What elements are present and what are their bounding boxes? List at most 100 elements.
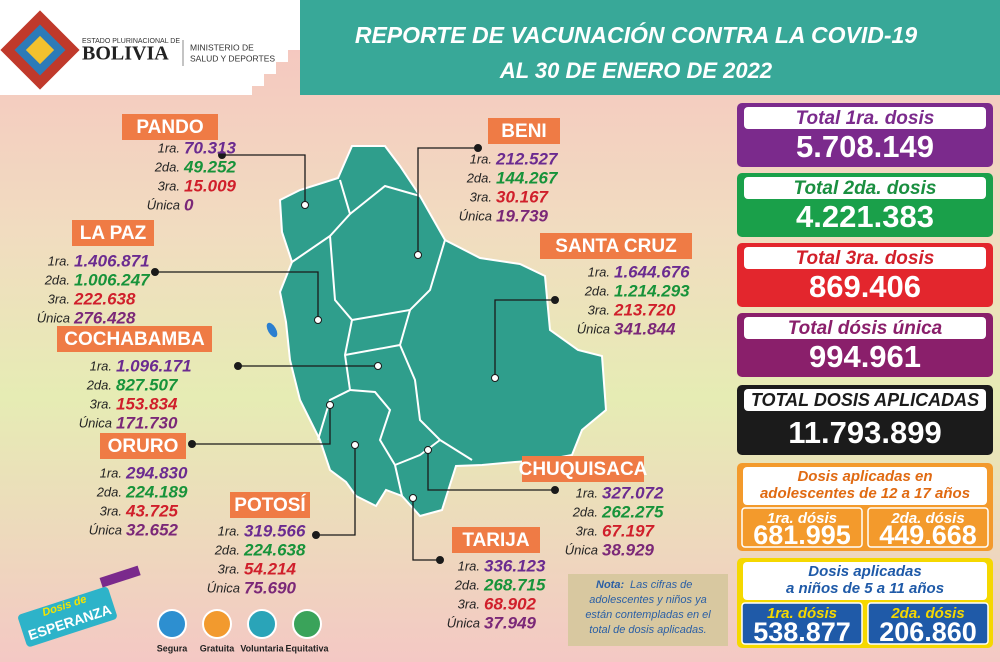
- connector: [412, 498, 440, 561]
- connector-dot: [188, 440, 196, 448]
- connector-dot: [491, 374, 499, 382]
- dose-label: 2da.: [96, 484, 122, 499]
- children-dose-value: 538.877: [753, 617, 851, 647]
- dose-label: 2da.: [572, 504, 598, 519]
- dose-value: 213.720: [613, 300, 676, 319]
- connector-dot: [551, 486, 559, 494]
- connector: [427, 450, 555, 491]
- total-label-strip: [744, 317, 986, 339]
- adolescents-dose-label: 1ra. dósis: [767, 510, 837, 527]
- adolescents-title: adolescentes de 12 a 17 años: [760, 485, 970, 502]
- connector: [316, 445, 356, 536]
- dose-value: 1.096.171: [116, 356, 192, 375]
- total-label-strip: [744, 389, 986, 411]
- dose-value: 1.214.293: [614, 281, 690, 300]
- dose-label: 3ra.: [218, 561, 240, 576]
- connector-dot: [474, 144, 482, 152]
- dose-value: 75.690: [244, 578, 297, 597]
- dose-value: 341.844: [614, 319, 676, 338]
- dose-label: 1ra.: [470, 151, 492, 166]
- connector-dot: [436, 556, 444, 564]
- dose-value: 327.072: [602, 483, 664, 502]
- department-tag: [452, 527, 540, 553]
- dose-label: 1ra.: [576, 485, 598, 500]
- dose-label: 2da.: [86, 377, 112, 392]
- note-label: Nota:: [596, 579, 624, 591]
- children-title: Dosis aplicadas: [808, 563, 921, 580]
- children-title-box: [743, 562, 987, 600]
- dose-label: 2da.: [454, 577, 480, 592]
- dose-label: 1ra.: [158, 140, 180, 155]
- dose-label: 3ra.: [158, 178, 180, 193]
- dose-value: 171.730: [116, 413, 178, 432]
- dose-value: 0: [184, 195, 194, 214]
- total-label-strip: [744, 177, 986, 199]
- connector-dot: [314, 316, 322, 324]
- department-name: BENI: [501, 121, 546, 142]
- connector-dot: [301, 201, 309, 209]
- total-label-strip: [744, 247, 986, 269]
- logo-top: ESTADO PLURINACIONAL DE: [82, 38, 180, 45]
- dose-value: 827.507: [116, 375, 179, 394]
- dose-value: 212.527: [495, 149, 559, 168]
- campaign-icon: [292, 609, 322, 639]
- dose-label: 1ra.: [458, 558, 480, 573]
- header-banner: [300, 0, 1000, 95]
- total-value: 869.406: [809, 269, 921, 304]
- total-label: Total 2da. dosis: [794, 178, 937, 199]
- department-tag: [488, 118, 560, 144]
- department-tag: [100, 433, 186, 459]
- children-dose-label: 2da. dósis: [890, 605, 964, 622]
- dose-label: 2da.: [154, 159, 180, 174]
- map: [266, 145, 608, 518]
- title: REPORTE DE VACUNACIÓN CONTRA LA COVID-19: [355, 21, 917, 48]
- children-dose-box: [741, 602, 863, 645]
- dose-value: 1.006.247: [74, 270, 151, 289]
- dose-value: 49.252: [183, 157, 237, 176]
- adolescents-dose-box: [867, 507, 989, 548]
- campaign-icon-label: Equitativa: [285, 643, 329, 653]
- department-name: SANTA CRUZ: [555, 236, 677, 257]
- note-line: adolescentes y niños ya: [589, 594, 706, 606]
- dose-value: 1.644.676: [614, 262, 690, 281]
- connector: [222, 154, 306, 205]
- total-value: 5.708.149: [796, 129, 934, 164]
- dose-value: 144.267: [496, 168, 559, 187]
- adolescents-dose-label: 2da. dósis: [890, 510, 964, 527]
- total-label: Total 1ra. dosis: [796, 108, 935, 129]
- connector-dot: [409, 494, 417, 502]
- dose-value: 43.725: [125, 501, 179, 520]
- campaign-icon-label: Voluntaria: [240, 643, 284, 653]
- department-tag: [57, 326, 212, 352]
- dose-label: Única: [79, 415, 112, 430]
- dose-label: 1ra.: [90, 358, 112, 373]
- department-name: LA PAZ: [80, 223, 147, 244]
- total-label: TOTAL DOSIS APLICADAS: [751, 390, 979, 410]
- dose-label: Única: [37, 310, 70, 325]
- dose-label: 3ra.: [470, 189, 492, 204]
- dose-label: Única: [207, 580, 240, 595]
- subtitle: AL 30 DE ENERO DE 2022: [499, 58, 773, 83]
- dose-value: 319.566: [244, 521, 306, 540]
- dose-label: 1ra.: [588, 264, 610, 279]
- dose-label: 3ra.: [576, 523, 598, 538]
- children-dose-box: [867, 602, 989, 645]
- dose-label: Única: [459, 208, 492, 223]
- campaign-icon-label: Segura: [157, 643, 189, 653]
- department-name: COCHABAMBA: [64, 329, 205, 350]
- dose-value: 336.123: [484, 556, 546, 575]
- dose-value: 294.830: [125, 463, 188, 482]
- dose-label: Única: [89, 522, 122, 537]
- note-box: [568, 574, 728, 646]
- dose-label: 3ra.: [100, 503, 122, 518]
- dose-label: 1ra.: [100, 465, 122, 480]
- dose-label: 3ra.: [48, 291, 70, 306]
- dose-value: 15.009: [184, 176, 237, 195]
- dose-label: 2da.: [584, 283, 610, 298]
- dose-value: 54.214: [244, 559, 297, 578]
- department-tag: [522, 456, 644, 482]
- connector-dot: [414, 251, 422, 259]
- department-name: PANDO: [136, 117, 203, 138]
- dose-value: 262.275: [601, 502, 664, 521]
